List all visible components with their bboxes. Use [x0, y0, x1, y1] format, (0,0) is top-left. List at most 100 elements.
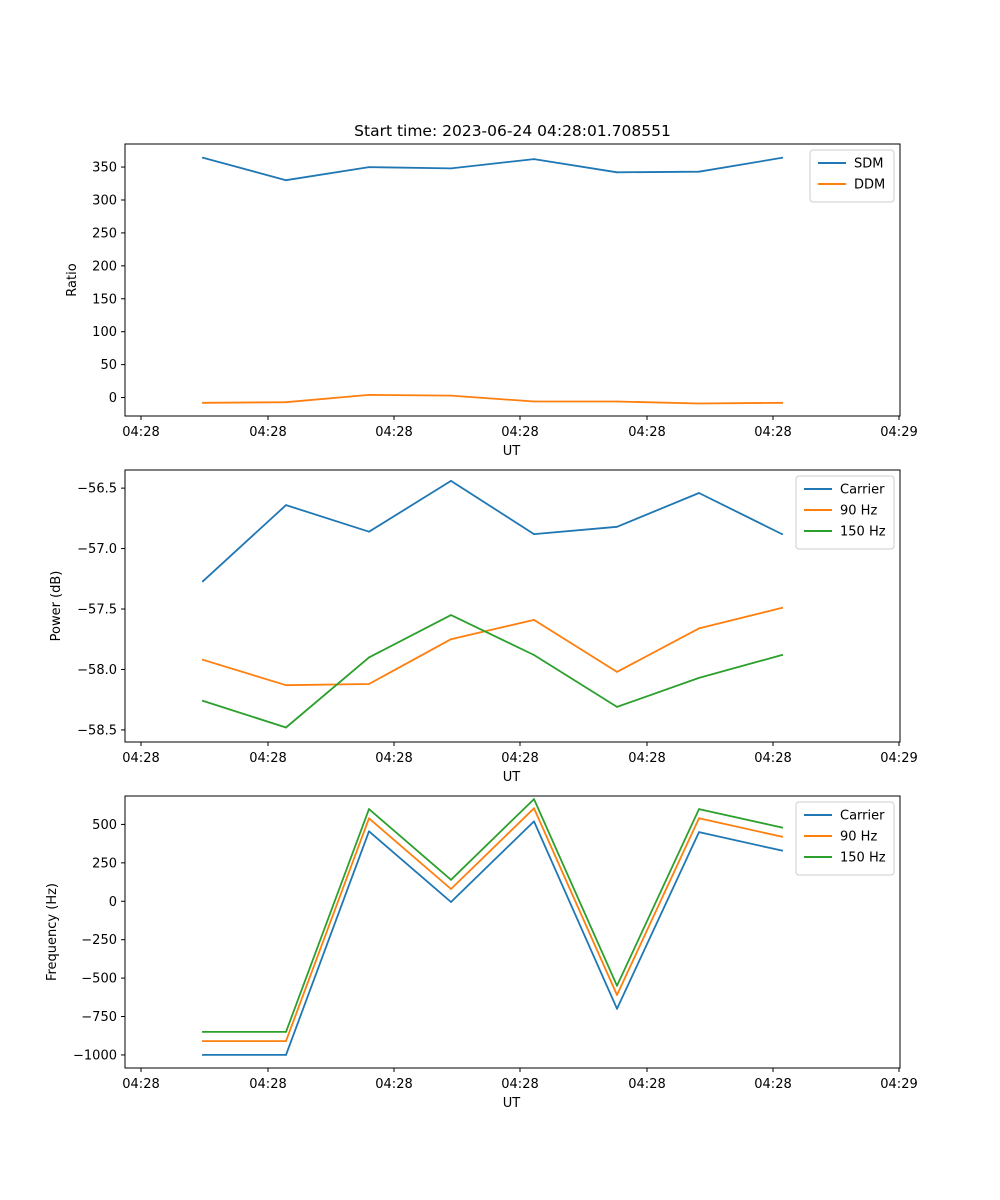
data-point: [285, 401, 287, 404]
legend-label: Carrier: [840, 483, 885, 498]
data-point: [533, 400, 535, 403]
data-point: [616, 400, 618, 403]
data-point: [285, 179, 287, 182]
series-line-90-hz: [202, 807, 784, 1042]
y-tick-label: 50: [100, 358, 117, 373]
series-line-carrier: [201, 479, 784, 583]
subplot-1: 0 50 100 150 200 250 300 350 04:28 04:28 04:28 04:2…: [65, 122, 918, 459]
y-axis-label: Frequency (Hz): [45, 883, 60, 981]
data-point: [450, 167, 452, 170]
x-tick-label: 04:28: [754, 1077, 791, 1092]
data-point: [533, 798, 535, 800]
y-tick-label: −1000: [73, 1048, 117, 1063]
data-point: [368, 830, 370, 833]
x-axis-label: UT: [503, 444, 521, 459]
legend: SDM DDM: [809, 149, 895, 203]
data-point: [616, 671, 618, 673]
data-point: [616, 525, 618, 528]
x-axis-label: UT: [503, 770, 521, 785]
y-axis-label: Ratio: [65, 263, 80, 296]
data-point: [781, 533, 783, 535]
subplot-2: −58.5 −58.0 −57.5 −57.0 −56.5 04:28 04:28 04:28…: [49, 469, 918, 785]
data-point: [450, 480, 452, 482]
y-tick-label: −58.0: [77, 663, 117, 678]
legend: Carrier 90 Hz 150 Hz: [795, 475, 895, 550]
y-tick-label: 250: [92, 226, 117, 241]
plot-frame: [124, 143, 901, 417]
y-tick-label: −57.5: [77, 603, 117, 618]
plot-frame: [124, 469, 901, 743]
y-tick-label: −56.5: [77, 482, 117, 497]
series-line-150-hz: [201, 614, 784, 729]
data-point: [781, 826, 783, 829]
series-line-ddm: [202, 393, 783, 405]
y-tick-label: −750: [81, 1010, 117, 1025]
y-tick-label: 100: [92, 325, 117, 340]
data-point: [368, 817, 370, 820]
series-line-sdm: [201, 156, 784, 182]
y-tick-label: 0: [109, 895, 117, 910]
data-point: [698, 402, 700, 405]
data-point: [616, 706, 618, 708]
x-tick-label: 04:28: [122, 751, 159, 766]
data-point: [285, 1031, 287, 1033]
data-point: [781, 654, 783, 656]
y-tick-label: 200: [92, 259, 117, 274]
y-tick-label: −500: [81, 972, 117, 987]
y-axis-label: Power (dB): [49, 571, 64, 642]
x-tick-label: 04:28: [375, 425, 412, 440]
data-point: [368, 683, 370, 685]
x-tick-label: 04:28: [754, 751, 791, 766]
data-point: [781, 835, 783, 838]
plot-frame: [124, 795, 901, 1069]
data-point: [698, 170, 700, 173]
y-tick-label: 150: [92, 292, 117, 307]
x-tick-label: 04:29: [880, 425, 917, 440]
y-tick-label: −250: [81, 933, 117, 948]
series-line-carrier: [202, 820, 784, 1056]
chart-title: Start time: 2023-06-24 04:28:01.708551: [354, 122, 671, 140]
legend-label: DDM: [854, 178, 885, 193]
data-point: [450, 394, 452, 397]
data-point: [202, 1054, 204, 1056]
x-tick-label: 04:29: [880, 1077, 917, 1092]
data-point: [698, 627, 700, 630]
y-tick-label: −57.0: [77, 542, 117, 557]
data-point: [781, 156, 783, 159]
data-point: [285, 504, 287, 506]
x-tick-label: 04:29: [880, 751, 917, 766]
data-point: [698, 831, 700, 833]
data-point: [285, 684, 287, 687]
data-point: [698, 677, 700, 679]
x-tick-label: 04:28: [501, 751, 538, 766]
data-point: [450, 638, 452, 641]
legend-label: 90 Hz: [840, 504, 877, 519]
data-point: [698, 808, 700, 810]
data-point: [202, 1040, 204, 1042]
data-point: [781, 849, 783, 852]
y-tick-label: 0: [109, 391, 117, 406]
data-point: [202, 401, 204, 404]
data-point: [202, 658, 204, 661]
series-line-90-hz: [201, 606, 784, 687]
subplot-3: −1000 −750 −500 −250 0 250 500 04:28 04:28 04:28 0…: [45, 795, 918, 1111]
data-point: [533, 820, 535, 823]
data-point: [533, 654, 535, 656]
legend-label: 150 Hz: [840, 851, 886, 866]
legend-label: Carrier: [840, 809, 885, 824]
data-point: [368, 394, 370, 396]
data-point: [616, 171, 618, 174]
data-point: [202, 700, 204, 702]
x-axis-label: UT: [503, 1096, 521, 1111]
legend-label: 150 Hz: [840, 525, 886, 540]
y-tick-label: 500: [92, 818, 117, 833]
data-point: [533, 533, 535, 535]
series-line-150-hz: [202, 798, 784, 1033]
x-tick-label: 04:28: [501, 1077, 538, 1092]
x-tick-label: 04:28: [628, 751, 665, 766]
data-point: [616, 994, 618, 996]
legend-label: SDM: [854, 157, 883, 172]
data-point: [285, 1040, 287, 1042]
data-point: [781, 401, 783, 404]
y-tick-label: 300: [92, 193, 117, 208]
